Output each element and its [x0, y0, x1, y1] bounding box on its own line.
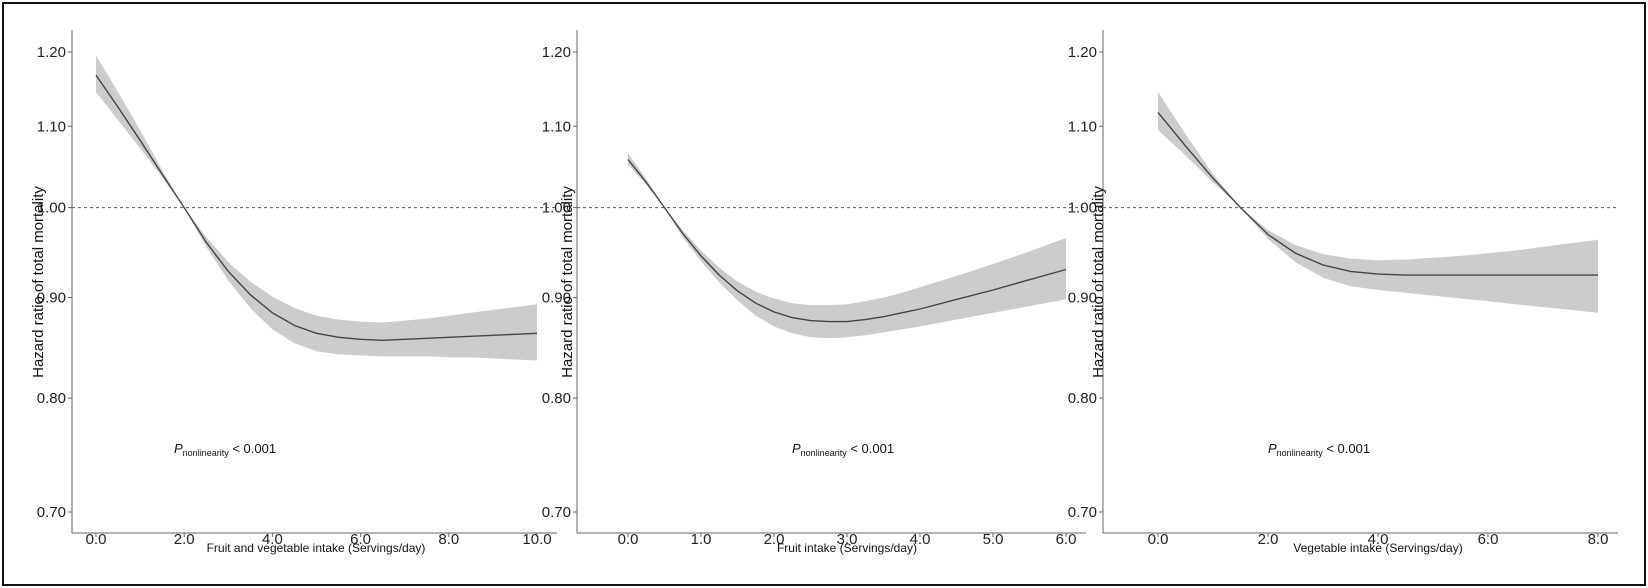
y-tick-label: 0.70: [1068, 504, 1097, 521]
p-subscript: nonlinearity: [183, 448, 230, 458]
y-tick-label: 0.70: [37, 504, 66, 521]
y-tick-group: 0.70 0.80 0.90 1.00 1.10 1.20: [542, 44, 577, 521]
y-tick-label: 0.80: [37, 390, 66, 407]
confidence-band: [96, 55, 537, 361]
x-tick-label: 4.0: [910, 531, 931, 548]
x-axis-title: Fruit intake (Servings/day): [777, 541, 917, 555]
x-tick-label: 2.0: [764, 531, 785, 548]
x-tick-label: 8.0: [1588, 531, 1609, 548]
p-value-text: < 0.001: [229, 441, 276, 456]
x-tick-label: 4.0: [1368, 531, 1389, 548]
panel-vegetable: 0.70 0.80 0.90 1.00 1.10 1.20 0.0 2.0 4.0 6.0 8.0…: [1068, 30, 1618, 555]
y-tick-label: 1.10: [542, 118, 571, 135]
x-tick-label: 0.0: [86, 531, 107, 548]
confidence-band: [628, 153, 1066, 339]
y-tick-label: 0.70: [542, 504, 571, 521]
hazard-ratio-curve: [1157, 111, 1598, 276]
x-axis-title: Fruit and vegetable intake (Servings/day…: [207, 541, 426, 555]
x-tick-label: 4.0: [262, 531, 283, 548]
x-tick-label: 5.0: [983, 531, 1004, 548]
y-axis-title: Hazard ratio of total mortality: [559, 186, 576, 378]
y-tick-label: 1.00: [37, 200, 66, 217]
p-value-text: < 0.001: [847, 441, 894, 456]
p-symbol: P: [1268, 441, 1277, 456]
p-value-text: < 0.001: [1323, 441, 1370, 456]
hazard-ratio-curve: [95, 74, 538, 342]
confidence-band: [1158, 92, 1598, 313]
p-subscript: nonlinearity: [801, 448, 848, 458]
x-tick-label: 3.0: [837, 531, 858, 548]
panel-fruit: 0.70 0.80 0.90 1.00 1.10 1.20 0.0 1.0 2.0 3.0 4.0…: [542, 30, 1086, 555]
x-tick-label: 6.0: [1056, 531, 1077, 548]
x-tick-label: 10.0: [522, 531, 551, 548]
y-tick-group: 0.70 0.80 0.90 1.00 1.10 1.20: [1068, 44, 1103, 521]
x-tick-group: 0.0 2.0 4.0 6.0 8.0: [1148, 531, 1609, 548]
hazard-ratio-curve: [627, 159, 1067, 323]
y-tick-label: 0.80: [542, 390, 571, 407]
x-tick-label: 1.0: [691, 531, 712, 548]
x-tick-label: 0.0: [1148, 531, 1169, 548]
y-axis-title: Hazard ratio of total mortality: [1090, 186, 1107, 378]
y-tick-label: 1.20: [37, 44, 66, 61]
p-nonlinearity-annotation: Pnonlinearity < 0.001: [174, 441, 276, 458]
y-tick-group: 0.70 0.80 0.90 1.00 1.10 1.20: [37, 44, 72, 521]
x-axis-title: Vegetable intake (Servings/day): [1293, 541, 1462, 555]
x-tick-label: 2.0: [1258, 531, 1279, 548]
x-tick-label: 0.0: [618, 531, 639, 548]
y-tick-label: 1.20: [1068, 44, 1097, 61]
y-tick-label: 0.90: [1068, 290, 1097, 307]
p-subscript: nonlinearity: [1277, 448, 1324, 458]
y-tick-label: 1.20: [542, 44, 571, 61]
x-tick-group: 0.0 1.0 2.0 3.0 4.0 5.0 6.0: [618, 531, 1077, 548]
y-axis-title: Hazard ratio of total mortality: [30, 186, 47, 378]
panel-fruit-vegetable: 0.70 0.80 0.90 1.00 1.10 1.20 0.0 2.0 4.0 6.0 8.0…: [30, 30, 557, 555]
x-tick-label: 6.0: [1478, 531, 1499, 548]
p-nonlinearity-annotation: Pnonlinearity < 0.001: [792, 441, 894, 458]
y-tick-label: 0.90: [542, 290, 571, 307]
y-tick-label: 0.90: [37, 290, 66, 307]
x-tick-label: 2.0: [174, 531, 195, 548]
y-tick-label: 1.10: [1068, 118, 1097, 135]
p-nonlinearity-annotation: Pnonlinearity < 0.001: [1268, 441, 1370, 458]
x-tick-label: 8.0: [438, 531, 459, 548]
y-tick-label: 1.00: [1068, 200, 1097, 217]
p-symbol: P: [174, 441, 183, 456]
y-tick-label: 1.10: [37, 118, 66, 135]
p-symbol: P: [792, 441, 801, 456]
x-tick-label: 6.0: [350, 531, 371, 548]
y-tick-label: 0.80: [1068, 390, 1097, 407]
x-tick-group: 0.0 2.0 4.0 6.0 8.0 10.0: [86, 531, 552, 548]
y-tick-label: 1.00: [542, 200, 571, 217]
